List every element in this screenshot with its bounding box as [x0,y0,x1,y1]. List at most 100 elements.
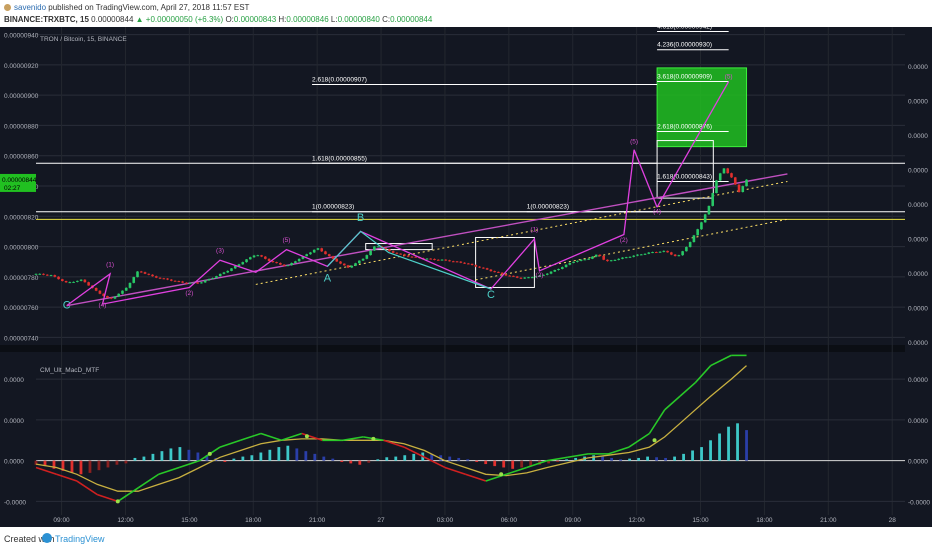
candle-body [512,275,515,277]
candle-body [286,265,290,267]
histogram-bar [241,456,245,461]
candle-body [327,254,331,257]
histogram-bar [502,460,506,468]
histogram-bar [286,445,290,461]
candle-body [636,254,639,256]
ohlc-l: 0.00000840 [337,15,380,24]
candle-body [553,269,557,272]
macd-line-segment [506,466,527,476]
candle-body [741,186,745,193]
candle-body [515,276,519,278]
y-tick-label: 0.00000760 [4,305,39,312]
candle-body [576,260,579,262]
candle-body [68,282,72,284]
candle-body [155,276,158,278]
histogram-bar [124,460,128,464]
candle-body [399,253,402,255]
pane-separator [0,345,932,352]
candle-body [38,273,42,275]
histogram-bar [88,460,92,473]
macd-y-tick: 0.0000 [4,418,24,425]
wave-label: (3) [216,248,224,255]
candle-body [388,249,391,252]
candle-body [294,261,297,263]
macd-line-segment [710,354,732,367]
macd-line-segment [56,473,78,482]
macd-y-tick: 0.0000 [4,377,24,384]
candle-body [632,255,636,257]
histogram-bar [268,449,272,461]
macd-line-segment [444,466,466,476]
candle-body [177,281,181,283]
histogram-bar [529,460,533,467]
wave-label: C [487,289,495,301]
candle-body [617,258,621,260]
macd-line-segment [648,409,666,434]
candle-body [34,273,38,275]
x-tick-label: 18:00 [245,517,262,524]
histogram-bar [223,460,227,463]
histogram-bar [493,460,497,467]
candle-body [57,276,60,280]
candle-body [647,252,651,254]
published-text: published on TradingView.com, April 27, … [48,3,250,12]
indicator-title: CM_Ult_MacD_MTF [40,367,99,374]
histogram-bar [358,460,362,465]
candle-body [493,271,496,273]
macd-line-segment [424,456,446,469]
candle-body [203,280,207,283]
candle-body [467,263,470,265]
candle-body [745,179,748,187]
wave-label: A [324,272,332,284]
x-tick-label: 27 [377,517,385,524]
price-tag-bg [0,173,36,192]
candle-body [557,268,560,270]
wave-label: (5) [282,237,290,244]
right-tick-label: 0.0000 [908,168,928,175]
price-tag: 0.00000844 [2,177,37,184]
candle-body [256,255,260,257]
histogram-bar [403,455,407,461]
symbol-line: BINANCE:TRXBTC, 15 0.00000844 ▲ +0.00000… [4,15,432,24]
macd-line-segment [76,480,98,496]
elliott-wave-path [66,149,658,307]
publish-line: savenido published on TradingView.com, A… [4,3,249,12]
fib-label: 3.618(0.00000909) [657,74,712,81]
candle-body [354,263,357,266]
histogram-bar [601,456,605,461]
candle-body [45,274,49,276]
chart-svg[interactable]: 0.00000940 0.00000920 0.00000900 0.00000880… [0,24,932,527]
histogram-bar [565,459,569,461]
candle-body [534,276,538,278]
candle-body [200,282,203,284]
macd-right-tick: -0.0000 [908,499,930,506]
price-tag-time: 02:27 [4,185,21,192]
candle-body [305,254,308,257]
histogram-bar [115,460,119,465]
histogram-bar [655,457,658,461]
histogram-bar [475,460,479,463]
wave-label: (4) [653,208,661,215]
right-tick-label: 0.0000 [908,237,928,244]
histogram-bar [205,455,209,461]
crossover-dot [652,438,657,443]
histogram-bar [61,460,65,471]
tradingview-brand[interactable]: TradingView [55,534,105,544]
author-name[interactable]: savenido [14,3,47,12]
candle-body [568,262,572,265]
candle-body [297,258,301,262]
candle-body [500,272,504,275]
author-avatar [4,4,11,12]
crossover-dot [115,499,120,504]
candle-body [275,262,278,264]
candle-body [707,205,711,215]
histogram-bar [394,456,398,461]
histogram-bar [313,453,317,461]
histogram-bar [556,460,560,463]
candle-body [545,273,549,275]
candle-body [207,279,211,281]
candle-body [350,265,354,268]
candle-body [98,290,102,294]
chart-area[interactable]: 0.00000940 0.00000920 0.00000900 0.00000880… [0,24,932,527]
histogram-bar [664,457,667,461]
